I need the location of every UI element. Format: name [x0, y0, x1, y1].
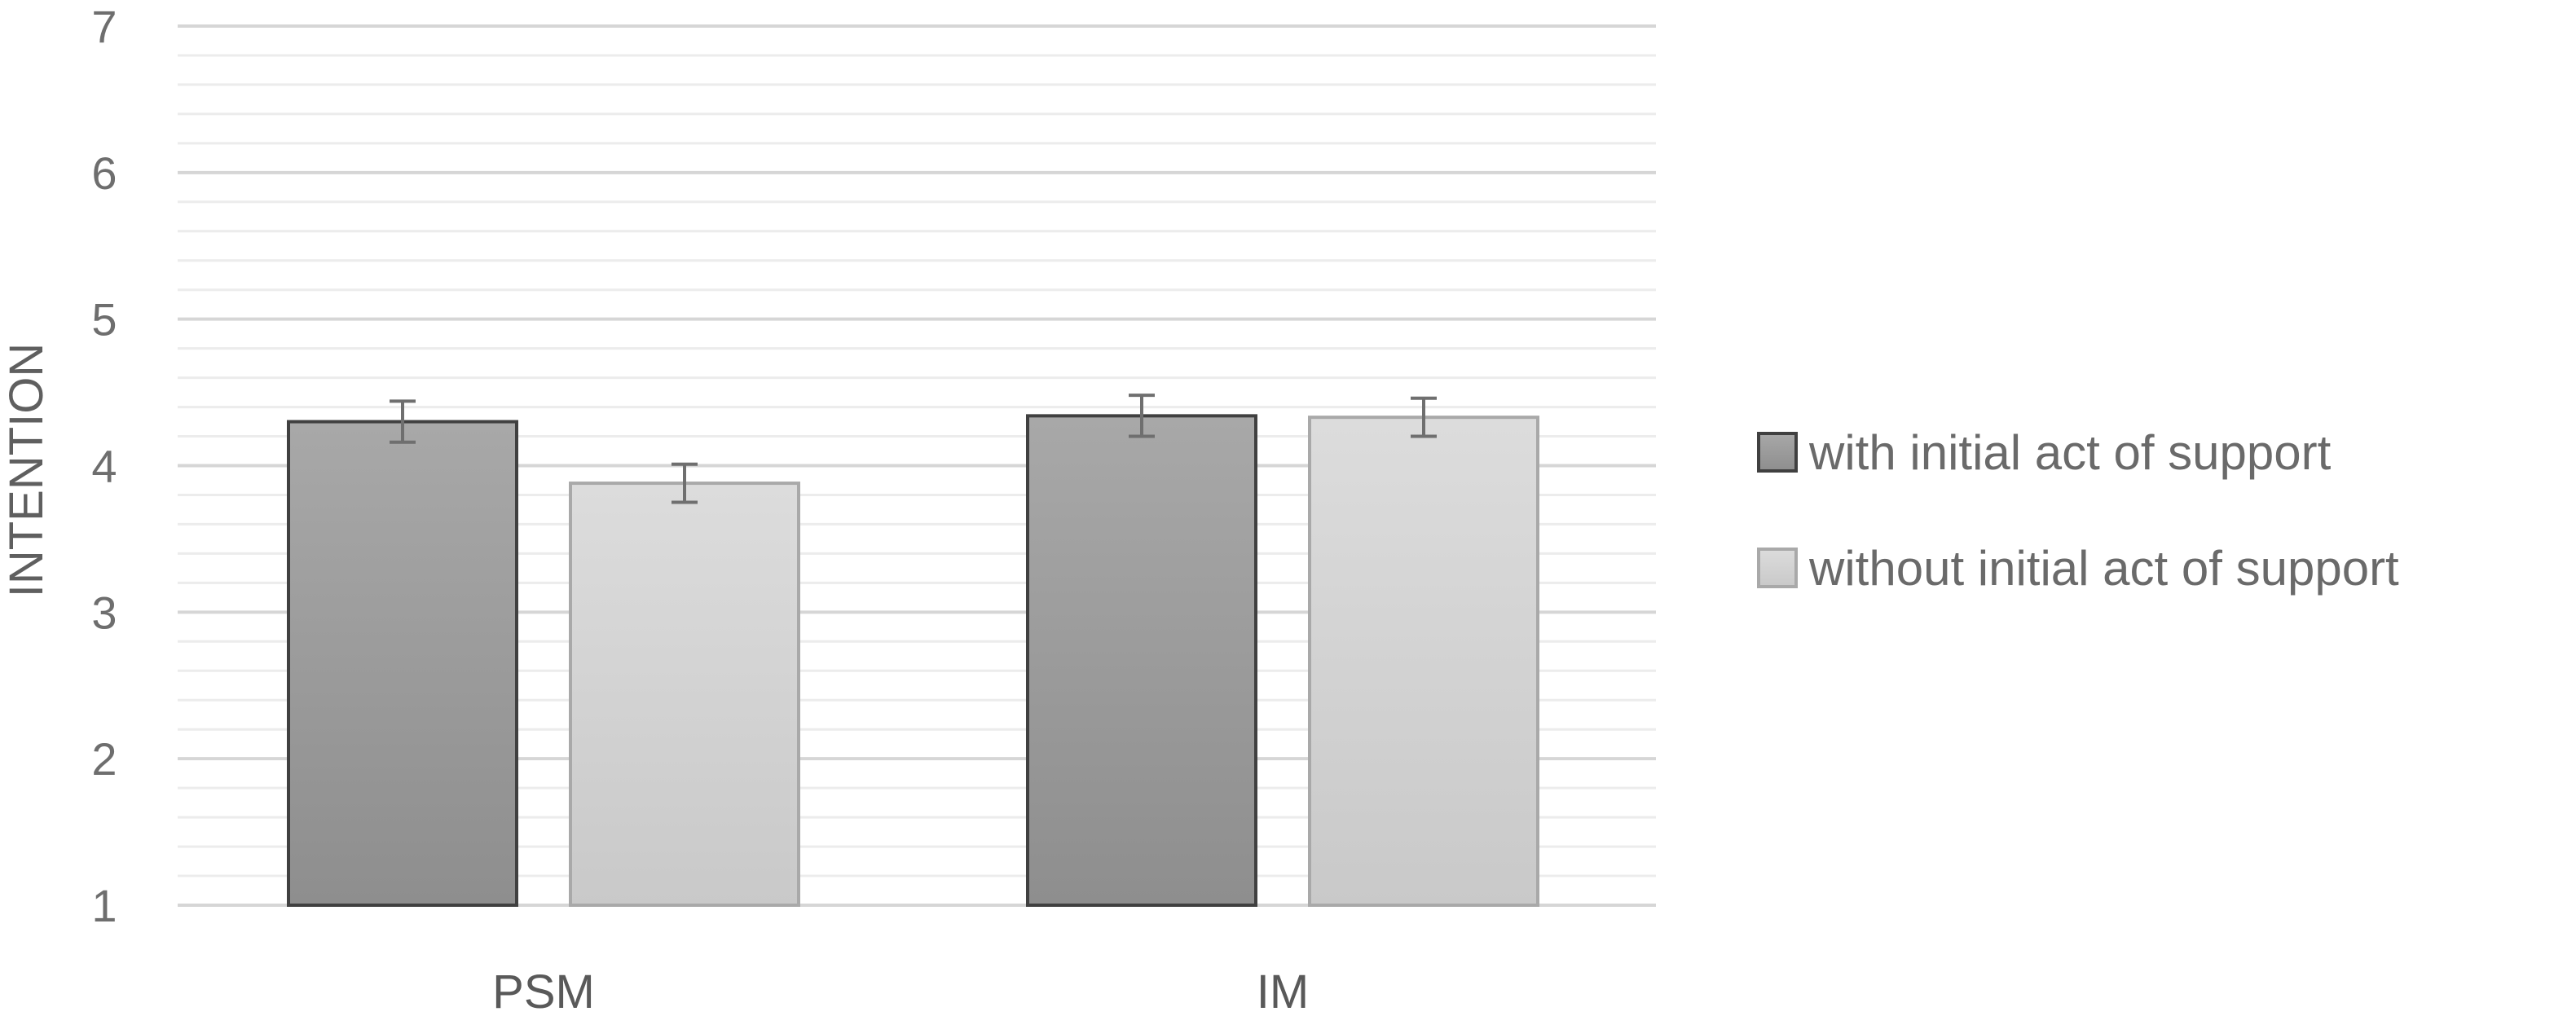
bar-im-series-1 [1026, 414, 1257, 907]
error-bar [390, 399, 416, 444]
y-tick-label: 1 [91, 880, 117, 931]
error-bar [672, 462, 698, 504]
x-axis-categories: PSM IM [492, 965, 1309, 1016]
legend-swatch [1757, 432, 1798, 473]
y-tick-label: 7 [91, 1, 117, 52]
legend: with initial act of support without initi… [1757, 425, 2399, 596]
y-tick-label: 2 [91, 733, 117, 785]
legend-label: with initial act of support [1808, 425, 2332, 480]
y-tick-label: 4 [91, 441, 117, 492]
legend-swatch [1757, 548, 1798, 588]
x-category-label: PSM [492, 965, 595, 1016]
y-tick-label: 3 [91, 587, 117, 638]
y-axis-ticks: 1 2 3 4 5 6 7 [91, 1, 117, 931]
bar-psm-series-2 [569, 482, 800, 907]
y-tick-label: 5 [91, 294, 117, 345]
legend-label: without initial act of support [1808, 541, 2399, 596]
x-category-label: IM [1257, 965, 1309, 1016]
y-tick-label: 6 [91, 147, 117, 199]
bars [287, 414, 1539, 907]
error-bar [1129, 394, 1155, 438]
y-axis-title: INTENTION [0, 343, 53, 598]
error-bars [390, 394, 1437, 504]
bar-psm-series-1 [287, 420, 518, 907]
error-bar [1411, 396, 1437, 438]
bar-im-series-2 [1308, 416, 1539, 907]
